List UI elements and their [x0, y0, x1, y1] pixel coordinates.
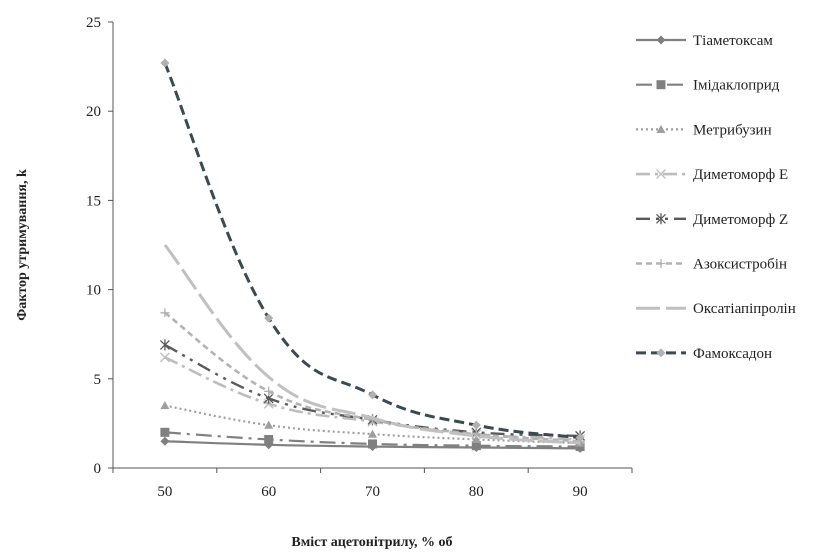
legend: Тіаметоксам Імідаклоприд Метрибузин Диметом…: [636, 33, 796, 362]
legend-label: Фамоксадон: [693, 346, 772, 362]
data-point: [159, 352, 170, 363]
series-layer: [159, 58, 586, 453]
series-line: [164, 343, 581, 438]
legend-label: Азоксистробін: [693, 257, 787, 273]
legend-item: Тіаметоксам: [636, 33, 773, 49]
y-tick-label: 10: [86, 283, 101, 299]
x-axis-title: Вміст ацетонітрилу, % об: [291, 535, 452, 550]
data-point: [471, 429, 481, 439]
data-point: [264, 420, 274, 429]
legend-item: Диметоморф Е: [636, 167, 788, 183]
legend-label: Оксатіапіпролін: [693, 301, 796, 317]
series-8: [160, 58, 585, 443]
data-point: [471, 420, 481, 430]
data-point: [160, 308, 170, 318]
data-point: [656, 213, 666, 225]
legend-label: Імідаклоприд: [693, 78, 780, 94]
x-tick-label: 60: [261, 484, 276, 500]
legend-item: Диметоморф Z: [636, 212, 788, 228]
series-line: [163, 244, 581, 445]
x-tick-label: 50: [157, 484, 172, 500]
series-6: [160, 308, 585, 446]
data-point: [264, 434, 274, 444]
y-tick-label: 0: [94, 461, 102, 477]
data-point: [656, 348, 666, 358]
legend-item: Фамоксадон: [636, 346, 772, 362]
data-point: [160, 427, 170, 437]
y-tick-label: 5: [94, 372, 102, 388]
legend-label: Диметоморф Z: [693, 212, 788, 228]
legend-item: Імідаклоприд: [636, 78, 780, 94]
data-point: [471, 434, 481, 444]
legend-label: Диметоморф Е: [693, 167, 788, 183]
data-point: [656, 259, 666, 268]
legend-label: Метрибузин: [693, 122, 772, 138]
legend-label: Тіаметоксам: [693, 33, 773, 49]
series-line: [164, 431, 581, 448]
y-tick-label: 25: [86, 15, 101, 31]
legend-item: Азоксистробін: [636, 257, 787, 273]
data-point: [368, 429, 377, 438]
legend-item: Метрибузин: [636, 122, 772, 138]
data-point: [264, 386, 274, 396]
data-point: [160, 401, 170, 410]
series-7: [163, 244, 581, 445]
data-point: [368, 439, 377, 449]
data-point: [656, 169, 666, 180]
y-axis-title: Фактор утримування, k: [15, 169, 30, 321]
x-tick-label: 70: [365, 484, 380, 500]
data-point: [368, 390, 377, 400]
data-point: [159, 339, 170, 351]
y-tick-label: 20: [86, 104, 101, 120]
x-tick-label: 80: [469, 484, 484, 500]
data-point: [160, 436, 170, 446]
data-point: [656, 35, 666, 45]
axes: 0 5 10 15 20 25 50 60 70 80 90: [86, 15, 633, 500]
data-point: [471, 441, 481, 451]
series-line: [163, 62, 581, 440]
data-point: [656, 80, 666, 90]
data-point: [264, 313, 274, 323]
x-tick-label: 90: [573, 484, 588, 500]
legend-item: Оксатіапіпролін: [636, 301, 796, 317]
y-tick-label: 15: [86, 193, 101, 209]
data-point: [656, 124, 666, 133]
data-point: [575, 433, 585, 443]
data-point: [160, 58, 170, 68]
